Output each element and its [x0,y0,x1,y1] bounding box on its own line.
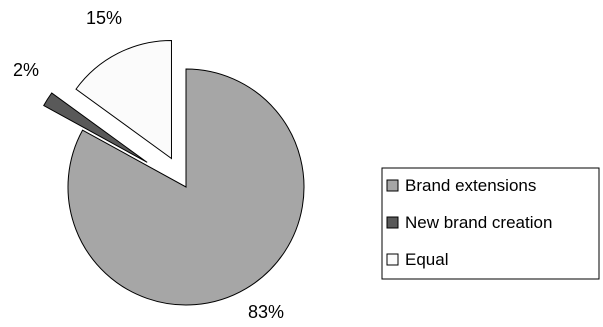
pie-slice-new-brand-creation [43,92,148,163]
slice-label-equal: 15% [86,8,122,28]
slice-label-new-brand-creation: 2% [13,60,39,80]
legend-box [381,167,600,280]
legend-swatch-new-brand-creation [386,216,399,229]
legend-label-equal: Equal [405,250,448,269]
legend-label-new-brand-creation: New brand creation [405,213,552,232]
legend: Brand extensions New brand creation Equal [381,167,600,280]
slice-label-brand-extensions: 83% [248,302,284,322]
legend-swatch-brand-extensions [386,179,399,192]
legend-label-brand-extensions: Brand extensions [405,176,536,195]
slice-labels: 83% 2% 15% [13,8,284,322]
pie-slice-equal [75,39,172,160]
legend-swatch-equal [386,253,399,266]
pie-slice-brand-extensions [67,68,305,306]
pie-slices [43,39,305,306]
